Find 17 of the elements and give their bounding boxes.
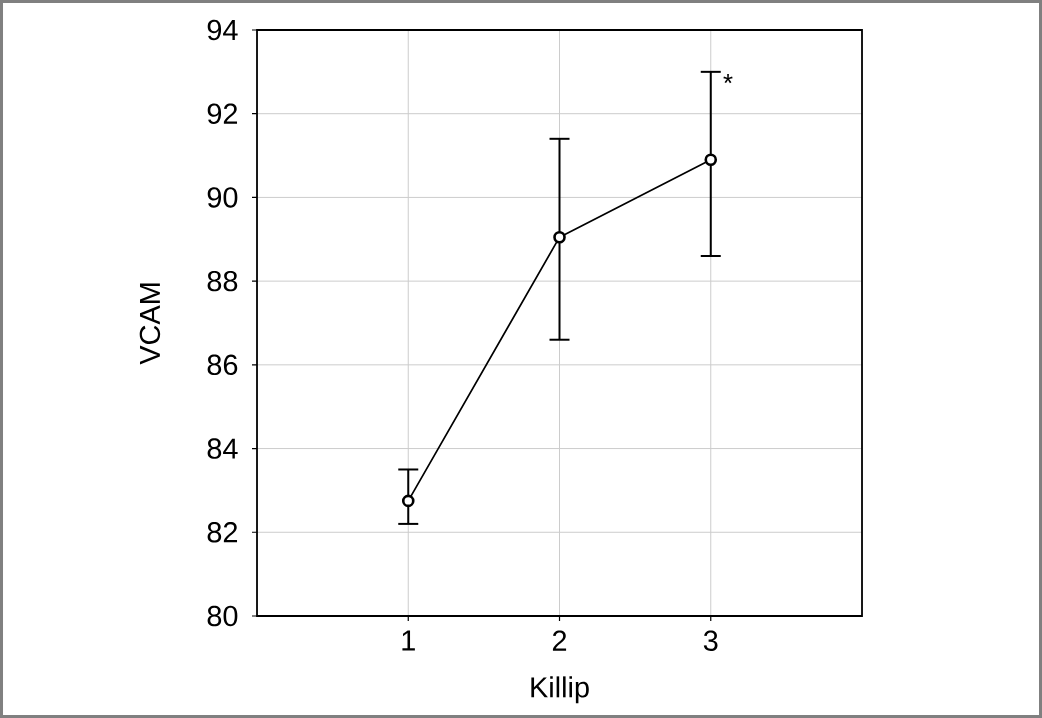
point — [704, 153, 718, 167]
y-tick-label: 90 — [207, 187, 238, 208]
annotation: * — [723, 74, 733, 84]
y-tick-label: 84 — [207, 438, 238, 459]
point — [401, 494, 415, 508]
point — [553, 230, 566, 244]
y-tick-label: 88 — [207, 270, 238, 292]
y-tick-label: 86 — [207, 354, 238, 376]
y-tick-label: 82 — [207, 522, 238, 543]
y-tick-label: 92 — [207, 103, 238, 124]
x-axis-title: Killip — [531, 676, 589, 704]
x-tick-label: 2 — [552, 630, 567, 651]
y-tick-label: 80 — [207, 605, 238, 627]
x-tick-label: 3 — [703, 630, 718, 651]
y-axis-title: VCAM — [139, 283, 161, 365]
y-tick-label: 94 — [207, 19, 238, 41]
x-tick-label: 1 — [402, 630, 415, 651]
